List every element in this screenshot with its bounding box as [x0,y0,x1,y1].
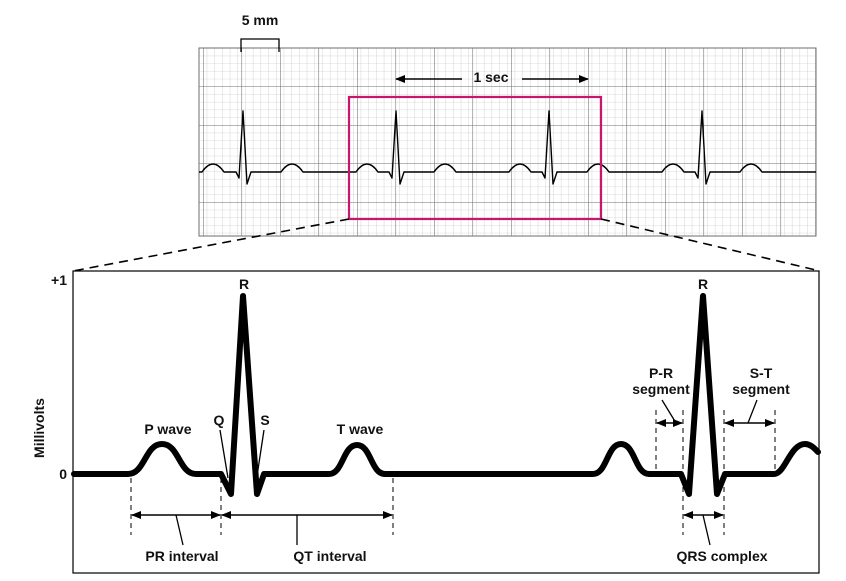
ecg-grid-strip [198,47,817,237]
label-s: S [260,412,269,428]
label-st-segment-line1: S-T [750,365,773,381]
label-p-wave: P wave [144,421,191,437]
zoom-projection-right [600,218,821,272]
label-pr-interval: PR interval [145,548,218,564]
pointer-q [219,429,229,479]
y-axis-title: Millivolts [31,398,47,458]
enlarged-ecg-panel: +1 0 Millivolts R R P wave Q S T wave P-… [31,270,821,574]
bracket-line [240,38,280,52]
label-q: Q [214,412,225,428]
grid-major-lines [199,48,816,236]
ecg-enlarged-trace [71,293,821,497]
label-st-segment-line2: segment [732,381,790,397]
pointer-qrs-complex [702,514,711,546]
scale-bracket-5mm: 5 mm [240,12,280,52]
label-qrs-complex: QRS complex [676,548,767,564]
y-tick-plus-one: +1 [51,272,67,288]
label-r-first: R [239,276,249,292]
label-r-second: R [698,276,708,292]
label-qt-interval: QT interval [293,548,366,564]
label-pr-segment-line1: P-R [649,365,673,381]
grid-border [198,47,817,237]
zoom-highlight-box [347,95,603,221]
pointer-pr-interval [175,514,184,546]
ecg-strip-trace [199,110,816,185]
label-t-wave: T wave [337,421,384,437]
y-tick-zero: 0 [59,466,67,482]
pointer-s [256,429,265,477]
zoom-projection-left [72,218,350,272]
time-label-1sec: 1 sec [473,69,508,85]
scale-label-5mm: 5 mm [242,12,279,28]
label-pr-segment-line2: segment [632,381,690,397]
time-arrow-1sec: 1 sec [395,69,589,85]
